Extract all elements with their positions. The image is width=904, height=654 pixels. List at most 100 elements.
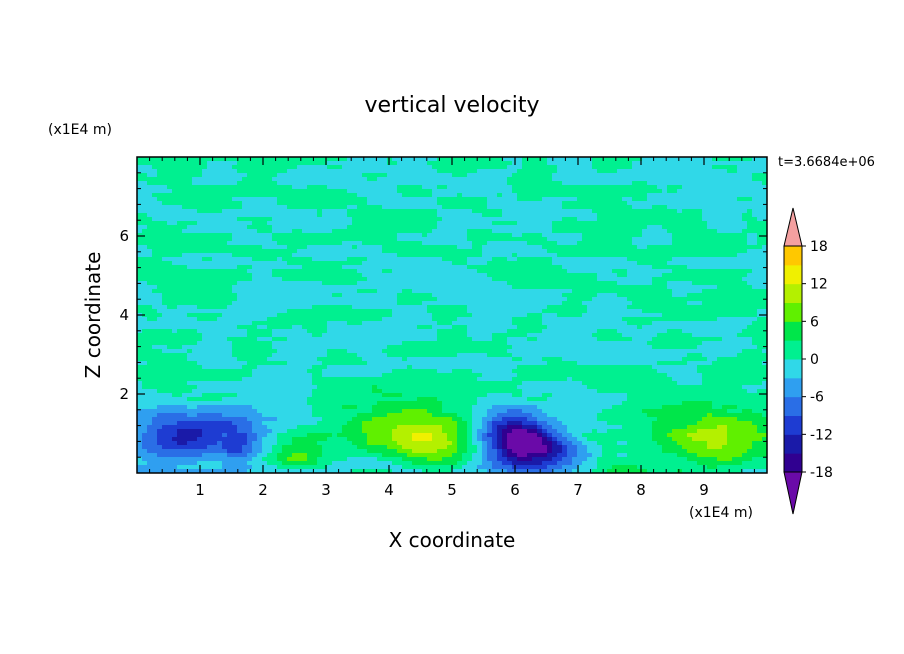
contour-cell xyxy=(492,253,498,258)
contour-cell xyxy=(632,277,638,282)
contour-cell xyxy=(202,245,208,250)
contour-cell xyxy=(307,221,313,226)
contour-cell xyxy=(337,197,343,202)
contour-cell xyxy=(422,269,428,274)
contour-cell xyxy=(432,213,438,218)
contour-cell xyxy=(292,157,298,162)
contour-cell xyxy=(542,197,548,202)
contour-cell xyxy=(472,293,478,298)
contour-cell xyxy=(402,229,408,234)
contour-cell xyxy=(532,313,538,318)
contour-cell xyxy=(382,301,388,306)
contour-cell xyxy=(667,305,673,310)
contour-cell xyxy=(697,197,703,202)
contour-cell xyxy=(147,301,153,306)
contour-cell xyxy=(152,193,158,198)
contour-cell xyxy=(492,173,498,178)
contour-cell xyxy=(137,237,143,242)
contour-cell xyxy=(562,281,568,286)
contour-cell xyxy=(397,313,403,318)
contour-cell xyxy=(622,309,628,314)
contour-cell xyxy=(387,225,393,230)
contour-cell xyxy=(417,165,423,170)
contour-cell xyxy=(487,209,493,214)
contour-cell xyxy=(492,249,498,254)
contour-cell xyxy=(412,277,418,282)
contour-cell xyxy=(762,161,767,166)
contour-cell xyxy=(217,261,223,266)
contour-cell xyxy=(322,313,328,318)
contour-cell xyxy=(617,201,623,206)
contour-cell xyxy=(347,209,353,214)
contour-cell xyxy=(447,281,453,286)
contour-cell xyxy=(397,185,403,190)
contour-cell xyxy=(352,193,358,198)
contour-cell xyxy=(667,237,673,242)
contour-cell xyxy=(697,253,703,258)
contour-cell xyxy=(467,189,473,194)
contour-cell xyxy=(167,189,173,194)
contour-cell xyxy=(202,229,208,234)
contour-cell xyxy=(232,205,238,210)
contour-cell xyxy=(727,249,733,254)
contour-cell xyxy=(302,185,308,190)
contour-cell xyxy=(197,249,203,254)
contour-cell xyxy=(192,189,198,194)
contour-cell xyxy=(542,285,548,290)
contour-cell xyxy=(477,169,483,174)
contour-cell xyxy=(477,261,483,266)
contour-cell xyxy=(672,193,678,198)
contour-cell xyxy=(322,245,328,250)
contour-cell xyxy=(407,237,413,242)
contour-cell xyxy=(162,217,168,222)
contour-cell xyxy=(522,273,528,278)
contour-cell xyxy=(522,197,528,202)
contour-cell xyxy=(392,273,398,278)
contour-cell xyxy=(367,273,373,278)
contour-cell xyxy=(647,213,653,218)
contour-cell xyxy=(622,193,628,198)
contour-cell xyxy=(477,181,483,186)
contour-cell xyxy=(532,229,538,234)
contour-cell xyxy=(292,213,298,218)
contour-cell xyxy=(197,277,203,282)
contour-cell xyxy=(592,257,598,262)
contour-cell xyxy=(442,245,448,250)
contour-cell xyxy=(757,217,763,222)
contour-cell xyxy=(142,257,148,262)
contour-cell xyxy=(417,157,423,162)
contour-cell xyxy=(507,205,513,210)
contour-cell xyxy=(737,297,743,302)
contour-cell xyxy=(562,261,568,266)
contour-cell xyxy=(527,201,533,206)
contour-cell xyxy=(717,265,723,270)
contour-cell xyxy=(202,237,208,242)
contour-cell xyxy=(222,313,228,318)
contour-cell xyxy=(467,229,473,234)
contour-cell xyxy=(377,241,383,246)
contour-cell xyxy=(407,313,413,318)
contour-cell xyxy=(727,265,733,270)
contour-cell xyxy=(487,213,493,218)
contour-cell xyxy=(457,305,463,310)
contour-cell xyxy=(432,173,438,178)
contour-cell xyxy=(667,205,673,210)
contour-cell xyxy=(177,177,183,182)
contour-cell xyxy=(392,161,398,166)
contour-cell xyxy=(137,205,143,210)
contour-cell xyxy=(582,289,588,294)
contour-cell xyxy=(247,313,253,318)
contour-cell xyxy=(742,305,748,310)
contour-cell xyxy=(272,169,278,174)
contour-cell xyxy=(242,245,248,250)
contour-cell xyxy=(202,257,208,262)
contour-cell xyxy=(392,169,398,174)
contour-cell xyxy=(367,165,373,170)
contour-cell xyxy=(512,269,518,274)
contour-cell xyxy=(262,241,268,246)
contour-cell xyxy=(377,213,383,218)
contour-cell xyxy=(272,209,278,214)
contour-cell xyxy=(277,165,283,170)
contour-cell xyxy=(287,285,293,290)
contour-cell xyxy=(262,281,268,286)
